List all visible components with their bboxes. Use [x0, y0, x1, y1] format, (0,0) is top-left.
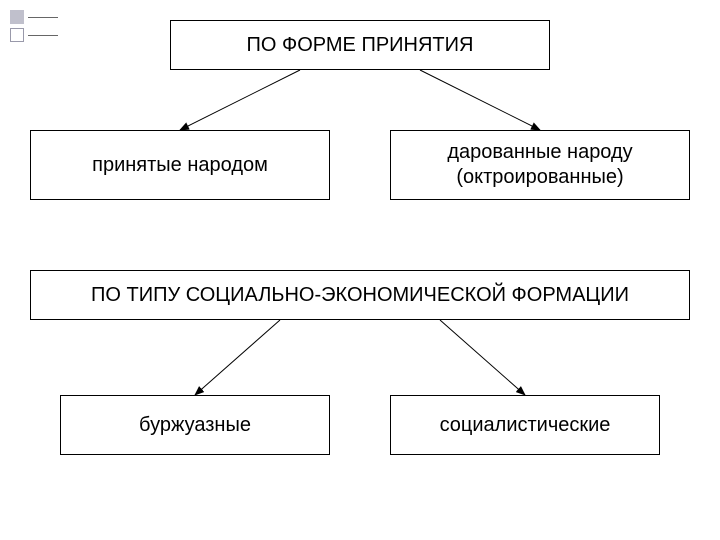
arrow-line — [195, 320, 280, 395]
group2-child-text: буржуазные — [139, 413, 251, 438]
group1-child-box: дарованные народу (октроированные) — [390, 130, 690, 200]
group2-child-box: социалистические — [390, 395, 660, 455]
group1-header-text: ПО ФОРМЕ ПРИНЯТИЯ — [247, 33, 474, 58]
arrow-line — [440, 320, 525, 395]
group2-header-box: ПО ТИПУ СОЦИАЛЬНО-ЭКОНОМИЧЕСКОЙ ФОРМАЦИИ — [30, 270, 690, 320]
arrow-line — [180, 70, 300, 130]
group2-child-box: буржуазные — [60, 395, 330, 455]
group2-header-text: ПО ТИПУ СОЦИАЛЬНО-ЭКОНОМИЧЕСКОЙ ФОРМАЦИИ — [91, 283, 629, 308]
group2-child-text: социалистические — [440, 413, 611, 438]
group1-header-box: ПО ФОРМЕ ПРИНЯТИЯ — [170, 20, 550, 70]
group1-child-text: дарованные народу (октроированные) — [391, 140, 689, 190]
arrow-line — [420, 70, 540, 130]
decoration-line — [28, 17, 58, 18]
decoration-square-outline — [10, 28, 24, 42]
group1-child-box: принятые народом — [30, 130, 330, 200]
group1-child-text: принятые народом — [92, 153, 268, 178]
decoration-line — [28, 35, 58, 36]
decoration-square-filled — [10, 10, 24, 24]
